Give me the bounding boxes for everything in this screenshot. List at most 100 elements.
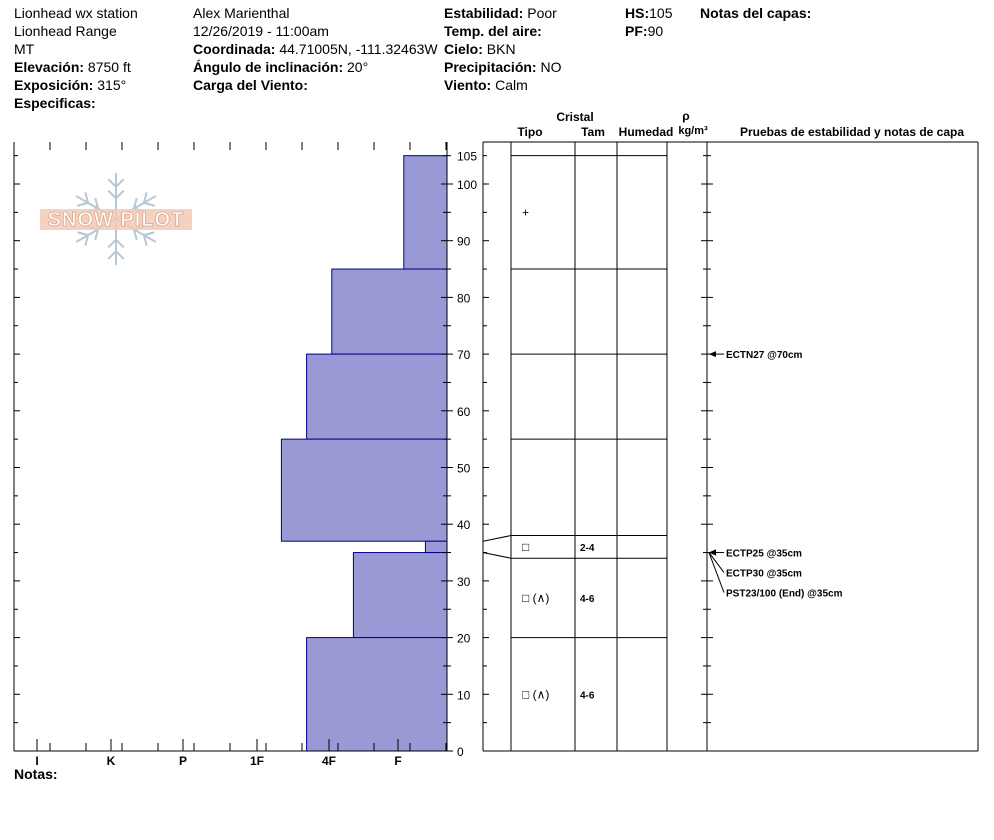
snowflake-branch	[84, 234, 90, 246]
notes-label: Notas:	[14, 766, 58, 782]
datetime: 12/26/2019 - 11:00am	[193, 23, 329, 39]
header-col-4: HS:105 PF:90	[625, 4, 672, 40]
wind-label: Viento:	[444, 77, 492, 93]
header-col-1: Lionhead wx station Lionhead Range MT El…	[14, 4, 138, 112]
y-tick-label: 100	[457, 178, 477, 192]
y-tick-label: 80	[457, 291, 471, 305]
hardness-bar	[280, 438, 448, 542]
x-tick-label: K	[107, 754, 116, 768]
hs-label: HS:	[625, 5, 650, 21]
crystal-size: 4-6	[580, 594, 595, 605]
y-tick-label: 40	[457, 518, 471, 532]
header-col-3: Estabilidad: Poor Temp. del aire: Cielo:…	[444, 4, 561, 94]
slope-row: Ángulo de inclinación: 20°	[193, 58, 438, 76]
slope-value: 20°	[347, 59, 369, 75]
snowpilot-logo: SNOW PILOT	[40, 173, 192, 265]
wind-load-label: Carga del Viento:	[193, 77, 308, 93]
stability-value: Poor	[527, 5, 557, 21]
col-rho: ρ	[682, 109, 689, 123]
snowflake-branch	[107, 178, 117, 188]
snowflake-branch	[84, 192, 90, 204]
layer-connector	[482, 535, 512, 542]
snowflake-branch	[143, 201, 155, 207]
observer-name: Alex Marienthal	[193, 5, 290, 21]
snowflake-branch	[77, 201, 89, 207]
col-crystal: Cristal	[556, 110, 593, 124]
pf-label: PF:	[625, 23, 648, 39]
pf-value: 90	[647, 23, 664, 39]
elevation-value: 8750 ft	[87, 59, 131, 75]
layer-connector	[482, 552, 512, 559]
y-tick-label: 60	[457, 405, 471, 419]
logo-text: SNOW PILOT	[48, 209, 185, 231]
col-density-unit: kg/m³	[678, 125, 708, 137]
snowflake-branch	[115, 189, 125, 200]
crystal-size: 2-4	[580, 543, 595, 554]
hardness-bar	[306, 637, 448, 752]
wind-value: Calm	[495, 77, 528, 93]
crystal-type: □ (∧)	[522, 591, 549, 605]
layer-notes-label: Notas del capas:	[700, 5, 812, 21]
test-arrow-head	[709, 549, 716, 556]
header-col-2: Alex Marienthal 12/26/2019 - 11:00am Coo…	[193, 4, 438, 94]
state-name: MT	[14, 41, 35, 57]
crystal-type: +	[522, 205, 529, 219]
test-label: ECTN27 @70cm	[726, 350, 803, 361]
sky-value: BKN	[486, 41, 516, 57]
elevation-label: Elevación:	[14, 59, 85, 75]
elevation-row: Elevación: 8750 ft	[14, 58, 138, 76]
hardness-bar	[424, 540, 448, 554]
col-tests: Pruebas de estabilidad y notas de capa	[740, 125, 964, 139]
y-tick-label: 30	[457, 575, 471, 589]
snowflake-branch	[94, 229, 100, 241]
snowflake-branch	[132, 197, 138, 209]
snowflake-branch	[107, 250, 117, 260]
col-moisture: Humedad	[619, 125, 674, 139]
snowflake-branch	[115, 238, 125, 249]
y-tick-label: 20	[457, 632, 471, 646]
hardness-bar	[306, 353, 448, 440]
test-label: ECTP30 @35cm	[726, 569, 802, 580]
hs-row: HS:105	[625, 4, 672, 22]
specifics-label: Especificas:	[14, 95, 96, 111]
x-tick-label: 1F	[250, 754, 264, 768]
test-arrow-head	[709, 351, 716, 358]
pf-row: PF:90	[625, 22, 672, 40]
coord-value: 44.71005N, -111.32463W	[279, 41, 438, 57]
col-size: Tam	[581, 125, 605, 139]
aspect-row: Exposición: 315°	[14, 76, 138, 94]
hardness-bar	[352, 552, 448, 639]
y-tick-label: 10	[457, 688, 471, 702]
stability-row: Estabilidad: Poor	[444, 4, 561, 22]
hs-value: 105	[649, 5, 673, 21]
hardness-bar	[403, 155, 448, 270]
y-tick-label: 90	[457, 235, 471, 249]
station-name: Lionhead wx station	[14, 5, 138, 21]
sky-label: Cielo:	[444, 41, 483, 57]
y-tick-label: 70	[457, 348, 471, 362]
y-tick-label: 105	[457, 150, 477, 164]
col-type: Tipo	[517, 125, 542, 139]
slope-label: Ángulo de inclinación:	[193, 59, 344, 75]
coord-label: Coordinada:	[193, 41, 276, 57]
x-tick-label: 4F	[322, 754, 336, 768]
air-temp-label: Temp. del aire:	[444, 23, 542, 39]
wind-row: Viento: Calm	[444, 76, 561, 94]
crystal-type: □ (∧)	[522, 687, 549, 701]
precip-row: Precipitación: NO	[444, 58, 561, 76]
crystal-size: 4-6	[580, 690, 595, 701]
snowflake-branch	[132, 229, 138, 241]
x-tick-label: I	[35, 754, 38, 768]
x-tick-label: F	[394, 754, 401, 768]
range-name: Lionhead Range	[14, 23, 117, 39]
aspect-label: Exposición:	[14, 77, 94, 93]
test-label: ECTP25 @35cm	[726, 549, 802, 560]
snowflake-branch	[142, 234, 148, 246]
y-tick-label: 50	[457, 462, 471, 476]
hardness-bar	[331, 268, 448, 355]
y-tick-label: 0	[457, 745, 464, 759]
snowflake-branch	[142, 192, 148, 204]
coord-row: Coordinada: 44.71005N, -111.32463W	[193, 40, 438, 58]
snowflake-branch	[94, 197, 100, 209]
test-pointer	[708, 552, 725, 593]
